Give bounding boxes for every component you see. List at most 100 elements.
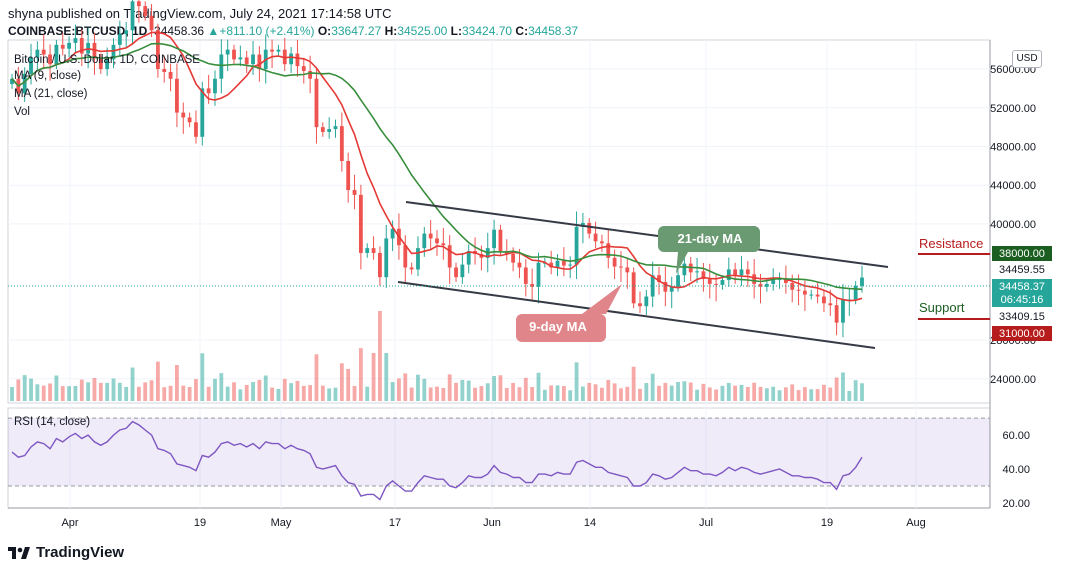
volume-bar (98, 382, 103, 401)
legend-rsi: RSI (14, close) (14, 416, 91, 428)
candle-body (650, 275, 655, 297)
volume-bar (187, 387, 192, 401)
open-value: 33647.27 (331, 24, 382, 38)
candle-body (568, 264, 573, 266)
candle-body (67, 42, 71, 49)
volume-bar (339, 363, 344, 401)
volume-bar (92, 377, 97, 401)
volume-bar (447, 374, 452, 401)
volume-bar (752, 382, 757, 401)
volume-bar (841, 372, 845, 401)
volume-bar (815, 389, 820, 401)
volume-bar (860, 383, 864, 401)
volume-bar (657, 385, 661, 401)
candle-body (206, 88, 211, 94)
candle-body (130, 1, 135, 31)
volume-bar (124, 386, 129, 401)
volume-bar (644, 383, 649, 401)
legend-volume: Vol (14, 106, 30, 118)
tradingview-logo-icon (8, 546, 30, 559)
candle-body (10, 78, 14, 85)
currency-button[interactable]: USD (1012, 50, 1042, 68)
candle-body (435, 238, 439, 244)
candle-body (390, 228, 395, 239)
candle-body (371, 248, 376, 253)
candle-body (466, 251, 471, 265)
candle-body (149, 15, 154, 31)
resistance-price-tag-text: 38000.00 (999, 248, 1045, 260)
volume-bar (523, 377, 528, 401)
volume-bar (549, 385, 554, 401)
candle-body (41, 49, 46, 55)
volume-bar (822, 384, 826, 401)
candle-body (764, 283, 769, 287)
volume-bar (54, 375, 59, 401)
publish-info: shyna published on TradingView.com, July… (8, 6, 392, 21)
volume-bar (390, 382, 395, 401)
candle-body (320, 127, 325, 132)
legend-ma9: MA (9, close) (14, 70, 82, 82)
channel-lower-line (397, 281, 876, 349)
symbol-name: COINBASE:BTCUSD, 1D (8, 24, 148, 38)
price-tick-label: 40000.00 (990, 219, 1036, 231)
ma21-line (11, 42, 863, 291)
candle-body (625, 267, 630, 273)
candle-body (29, 57, 33, 74)
candle-body (447, 245, 452, 268)
candle-body (187, 117, 192, 123)
candle-body (22, 73, 27, 94)
countdown-value: 06:45:16 (1001, 294, 1044, 306)
volume-bar (726, 382, 731, 401)
upper-price-tag-text: 34459.55 (999, 264, 1045, 276)
upper-price-tag: 34459.55 (992, 262, 1052, 277)
candle-body (270, 49, 274, 52)
volume-bar (504, 388, 509, 401)
candle-body (676, 275, 680, 287)
volume-bar (625, 386, 630, 401)
rsi-band (8, 418, 990, 486)
volume-bar (612, 383, 617, 401)
volume-bar (263, 375, 268, 401)
volume-bar (561, 386, 566, 401)
volume-bar (409, 387, 414, 401)
candle-body (346, 161, 351, 191)
candle-body (295, 53, 300, 67)
candle-body (860, 277, 864, 286)
candle-body (194, 122, 198, 137)
volume-bar (352, 386, 357, 401)
volume-bar (41, 385, 46, 401)
legend-title: Bitcoin / U.S. Dollar, 1D, COINBASE (14, 54, 200, 66)
volume-bar (707, 387, 712, 401)
time-tick-label: Jun (483, 517, 501, 529)
support-label: Support (919, 300, 965, 315)
candle-body (758, 283, 763, 287)
volume-bar (796, 390, 801, 401)
candle-body (124, 30, 129, 35)
volume-bar (568, 390, 573, 401)
price-tick-label: 52000.00 (990, 103, 1036, 115)
volume-bar (650, 373, 655, 401)
volume-bar (371, 353, 376, 401)
volume-bar (225, 386, 230, 401)
candle-body (631, 272, 636, 304)
tradingview-logo[interactable]: TradingView (8, 544, 124, 561)
ma21-callout-text: 21-day MA (677, 231, 743, 246)
volume-bar (200, 353, 205, 401)
candle-body (460, 264, 465, 278)
volume-bar (473, 387, 477, 401)
candle-body (136, 1, 141, 7)
volume-bar (295, 380, 300, 401)
candle-body (790, 282, 795, 290)
candle-body (327, 129, 332, 132)
volume-bar (536, 372, 541, 401)
candle-body (777, 279, 782, 281)
volume-bar (428, 387, 433, 401)
support-price-tag-bg (992, 326, 1052, 341)
ma21-callout: 21-day MA (658, 226, 760, 274)
volume-bar (803, 387, 807, 401)
volume-bar (587, 382, 592, 401)
candle-body (60, 44, 65, 49)
candle-body (745, 269, 750, 275)
open-label: O: (317, 24, 332, 38)
